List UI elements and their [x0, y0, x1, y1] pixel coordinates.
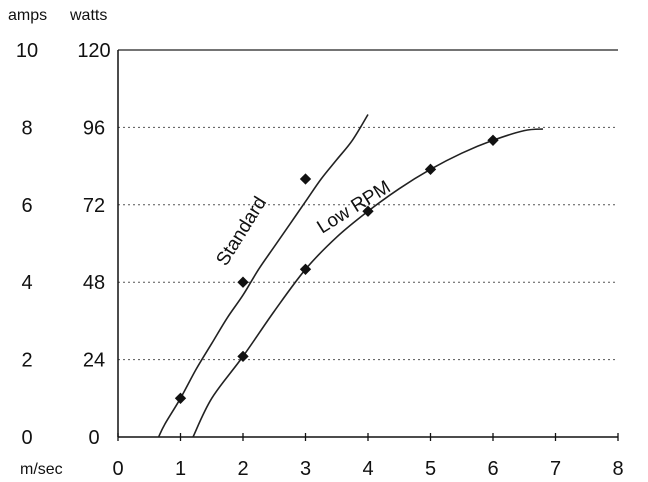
series [157, 114, 544, 438]
x-tick-label: 0 [112, 458, 123, 480]
x-tick-label: 8 [612, 458, 623, 480]
data-point-standard [237, 276, 249, 288]
x-tick-label: 7 [550, 458, 561, 480]
x-tick-label: 6 [487, 458, 498, 480]
watts-tick-label: 24 [83, 350, 105, 372]
data-point-standard [174, 392, 187, 404]
x-tick-label: 5 [425, 458, 436, 480]
axes [117, 50, 618, 438]
amps-tick-label: 8 [21, 117, 32, 139]
series-label-low-rpm: Low RPM [314, 177, 395, 238]
data-point-standard [299, 173, 312, 185]
amps-ticks: 0 2 4 6 8 10 [16, 40, 38, 449]
x-tick-label: 2 [237, 458, 248, 480]
amps-tick-label: 4 [21, 272, 32, 294]
grid [118, 49, 618, 361]
x-tick-label: 3 [300, 458, 311, 480]
watts-tick-label: 120 [77, 40, 110, 62]
amps-tick-label: 6 [21, 195, 32, 217]
series-label-standard: Standard [212, 193, 271, 270]
data-point-low-rpm [487, 134, 499, 146]
amps-tick-label: 0 [21, 427, 32, 449]
amps-tick-label: 10 [16, 40, 38, 62]
watts-tick-label: 0 [88, 427, 99, 449]
x-tick-label: 4 [362, 458, 373, 480]
watts-ticks: 0 24 48 72 96 120 [77, 40, 110, 449]
data-point-low-rpm [299, 263, 312, 275]
data-point-low-rpm [424, 163, 437, 175]
watts-tick-label: 96 [83, 117, 105, 139]
data-point-low-rpm [362, 205, 374, 217]
x-ticks: 0 1 2 3 4 5 6 7 8 [112, 433, 624, 480]
data-point-low-rpm [237, 350, 249, 363]
amps-axis-label: amps [8, 7, 47, 24]
watts-tick-label: 72 [83, 195, 105, 217]
watts-tick-label: 48 [83, 272, 105, 294]
amps-tick-label: 2 [21, 350, 32, 372]
x-tick-label: 1 [175, 458, 186, 480]
series-line-standard [157, 114, 369, 438]
watts-axis-label: watts [69, 7, 107, 24]
x-axis-label: m/sec [20, 461, 63, 478]
